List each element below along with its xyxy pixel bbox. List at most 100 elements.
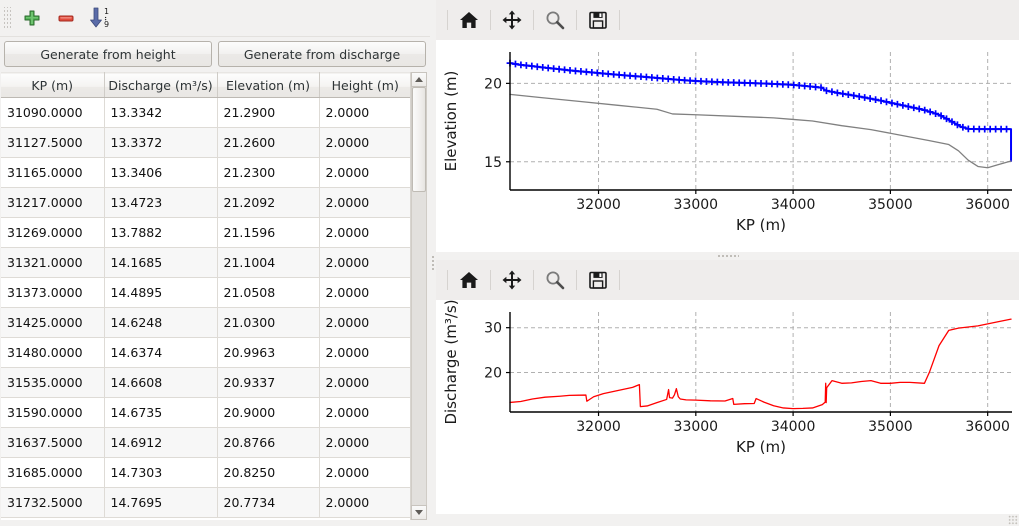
column-header-elevation[interactable]: Elevation (m) — [217, 72, 320, 98]
cell-elevation[interactable]: 21.0508 — [217, 277, 320, 308]
cell-discharge[interactable]: 13.7882 — [104, 217, 218, 248]
discharge-pan-button[interactable] — [492, 264, 532, 296]
cell-elevation[interactable]: 20.9337 — [217, 367, 320, 398]
cell-elevation[interactable]: 20.9000 — [217, 397, 320, 428]
cell-kp[interactable]: 31217.0000 — [1, 187, 105, 218]
cell-discharge[interactable]: 13.3342 — [104, 97, 218, 128]
cell-elevation[interactable]: 21.1004 — [217, 247, 320, 278]
cell-kp[interactable]: 31637.5000 — [1, 427, 105, 458]
resize-grip[interactable] — [1008, 515, 1018, 525]
cell-height[interactable]: 2.0000 — [319, 157, 410, 188]
table-row[interactable]: 31165.0000 13.3406 21.2300 2.0000 — [1, 157, 410, 188]
cell-kp[interactable]: 31321.0000 — [1, 247, 105, 278]
table-row[interactable]: 31217.0000 13.4723 21.2092 2.0000 — [1, 187, 410, 218]
column-header-height[interactable]: Height (m) — [319, 72, 410, 98]
cell-discharge[interactable]: 14.6735 — [104, 397, 218, 428]
data-table-viewport[interactable]: KP (m) Discharge (m³/s) Elevation (m) He… — [1, 72, 410, 520]
cell-discharge[interactable]: 14.6248 — [104, 307, 218, 338]
cell-height[interactable]: 2.0000 — [319, 457, 410, 488]
cell-elevation[interactable]: 21.0300 — [217, 307, 320, 338]
cell-height[interactable]: 2.0000 — [319, 247, 410, 278]
cell-kp[interactable]: 31590.0000 — [1, 397, 105, 428]
table-row[interactable]: 31321.0000 14.1685 21.1004 2.0000 — [1, 247, 410, 278]
table-row[interactable]: 31480.0000 14.6374 20.9963 2.0000 — [1, 337, 410, 368]
table-row[interactable]: 31269.0000 13.7882 21.1596 2.0000 — [1, 217, 410, 248]
generate-from-height-button[interactable]: Generate from height — [4, 41, 212, 67]
cell-discharge[interactable]: 14.4895 — [104, 277, 218, 308]
cell-discharge[interactable]: 13.3372 — [104, 127, 218, 158]
cell-height[interactable]: 2.0000 — [319, 127, 410, 158]
cell-elevation[interactable]: 21.2600 — [217, 127, 320, 158]
cell-height[interactable]: 2.0000 — [319, 337, 410, 368]
table-row[interactable]: 31425.0000 14.6248 21.0300 2.0000 — [1, 307, 410, 338]
cell-discharge[interactable]: 14.7695 — [104, 487, 218, 518]
cell-height[interactable]: 2.0000 — [319, 307, 410, 338]
table-row[interactable]: 31535.0000 14.6608 20.9337 2.0000 — [1, 367, 410, 398]
cell-elevation[interactable]: 20.8250 — [217, 457, 320, 488]
cell-elevation[interactable]: 21.2092 — [217, 187, 320, 218]
cell-elevation[interactable]: 21.2900 — [217, 97, 320, 128]
discharge-save-button[interactable] — [578, 264, 618, 296]
cell-kp[interactable]: 31425.0000 — [1, 307, 105, 338]
table-vertical-scrollbar[interactable] — [410, 72, 427, 520]
cell-height[interactable]: 2.0000 — [319, 97, 410, 128]
elevation-save-button[interactable] — [578, 4, 618, 36]
table-row[interactable]: 31127.5000 13.3372 21.2600 2.0000 — [1, 127, 410, 158]
cell-height[interactable]: 2.0000 — [319, 187, 410, 218]
cell-kp[interactable]: 31165.0000 — [1, 157, 105, 188]
column-header-kp[interactable]: KP (m) — [1, 72, 105, 98]
cell-kp[interactable]: 31685.0000 — [1, 457, 105, 488]
cell-discharge[interactable]: 14.6374 — [104, 337, 218, 368]
cell-height[interactable]: 2.0000 — [319, 277, 410, 308]
cell-discharge[interactable]: 13.3406 — [104, 157, 218, 188]
remove-row-button[interactable] — [49, 3, 83, 33]
sort-ascending-button[interactable]: 1 9 — [83, 3, 117, 33]
cell-elevation[interactable]: 21.1596 — [217, 217, 320, 248]
cell-height[interactable]: 2.0000 — [319, 427, 410, 458]
cell-elevation[interactable]: 21.2300 — [217, 157, 320, 188]
table-row[interactable]: 31590.0000 14.6735 20.9000 2.0000 — [1, 397, 410, 428]
cell-height[interactable]: 2.0000 — [319, 487, 410, 518]
elevation-home-button[interactable] — [449, 4, 489, 36]
scroll-down-button[interactable] — [411, 505, 427, 520]
cell-height[interactable]: 2.0000 — [319, 217, 410, 248]
cell-height[interactable]: 2.0000 — [319, 367, 410, 398]
cell-kp[interactable]: 31373.0000 — [1, 277, 105, 308]
table-row[interactable]: 31373.0000 14.4895 21.0508 2.0000 — [1, 277, 410, 308]
cell-discharge[interactable]: 14.1685 — [104, 247, 218, 278]
cell-elevation[interactable]: 20.7734 — [217, 487, 320, 518]
elevation-canvas[interactable]: 32000 33000 34000 35000 36000 15 20 KP (m) Eleva… — [436, 40, 1019, 252]
elevation-pan-button[interactable] — [492, 4, 532, 36]
table-row[interactable]: 31732.5000 14.7695 20.7734 2.0000 — [1, 487, 410, 518]
cell-discharge[interactable]: 14.6608 — [104, 367, 218, 398]
generate-from-discharge-button[interactable]: Generate from discharge — [218, 41, 426, 67]
cell-height[interactable]: 2.0000 — [319, 397, 410, 428]
column-header-discharge[interactable]: Discharge (m³/s) — [104, 72, 218, 98]
discharge-home-button[interactable] — [449, 264, 489, 296]
discharge-canvas[interactable]: 32000 33000 34000 35000 36000 20 30 KP (m) Disch… — [436, 300, 1019, 514]
cell-kp[interactable]: 31090.0000 — [1, 97, 105, 128]
scrollbar-thumb[interactable] — [412, 87, 426, 192]
table-row[interactable]: 31637.5000 14.6912 20.8766 2.0000 — [1, 427, 410, 458]
cell-discharge[interactable]: 14.7303 — [104, 457, 218, 488]
toolbar-drag-handle[interactable] — [2, 7, 11, 29]
vertical-splitter[interactable] — [430, 0, 436, 526]
horizontal-splitter[interactable] — [436, 252, 1019, 260]
scrollbar-track[interactable] — [411, 87, 427, 505]
table-row[interactable]: 31090.0000 13.3342 21.2900 2.0000 — [1, 97, 410, 128]
svg-text:KP (m): KP (m) — [736, 438, 786, 456]
discharge-zoom-button[interactable] — [535, 264, 575, 296]
add-row-button[interactable] — [15, 3, 49, 33]
cell-elevation[interactable]: 20.8766 — [217, 427, 320, 458]
scroll-up-button[interactable] — [411, 72, 427, 87]
cell-kp[interactable]: 31732.5000 — [1, 487, 105, 518]
cell-kp[interactable]: 31127.5000 — [1, 127, 105, 158]
cell-kp[interactable]: 31269.0000 — [1, 217, 105, 248]
elevation-zoom-button[interactable] — [535, 4, 575, 36]
cell-kp[interactable]: 31535.0000 — [1, 367, 105, 398]
cell-discharge[interactable]: 13.4723 — [104, 187, 218, 218]
cell-elevation[interactable]: 20.9963 — [217, 337, 320, 368]
cell-kp[interactable]: 31480.0000 — [1, 337, 105, 368]
table-row[interactable]: 31685.0000 14.7303 20.8250 2.0000 — [1, 457, 410, 488]
cell-discharge[interactable]: 14.6912 — [104, 427, 218, 458]
